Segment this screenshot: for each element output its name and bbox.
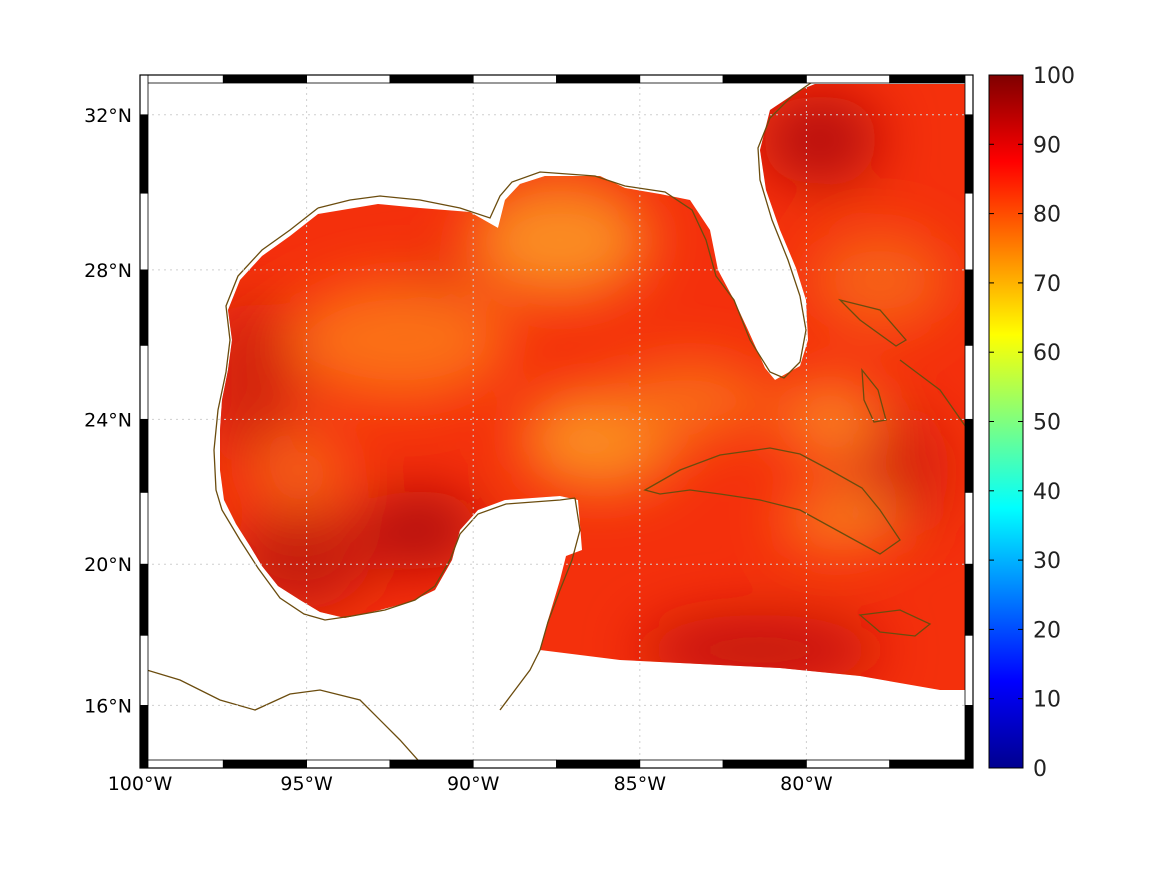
- colorbar-tick-label: 30: [1033, 549, 1061, 574]
- frame-seg-bottom: [556, 759, 641, 769]
- frame-seg-bottom: [139, 759, 224, 769]
- colorbar-tick-label: 90: [1033, 133, 1061, 158]
- longitude-tick-labels: 100°W 95°W 90°W 85°W 80°W: [108, 773, 833, 795]
- frame-seg-right: [964, 705, 974, 769]
- frame-seg-right: [964, 634, 974, 706]
- colorbar-tick-label: 100: [1033, 64, 1075, 89]
- frame-seg-left: [139, 269, 149, 346]
- lon-tick-label: 90°W: [447, 773, 500, 795]
- frame-seg-top: [389, 74, 474, 84]
- lat-tick-label: 28°N: [84, 260, 132, 282]
- lat-tick-label: 16°N: [84, 695, 132, 717]
- frame-seg-right: [964, 344, 974, 420]
- map-frame: [139, 74, 974, 769]
- frame-seg-left: [139, 192, 149, 271]
- frame-seg-bottom: [389, 759, 474, 769]
- lat-tick-label: 24°N: [84, 409, 132, 431]
- frame-seg-right: [964, 192, 974, 271]
- colorbar-tick-label: 50: [1033, 411, 1061, 436]
- frame-seg-left: [139, 491, 149, 565]
- frame-seg-bottom: [889, 759, 974, 769]
- frame-seg-left: [139, 418, 149, 493]
- frame-seg-right: [964, 418, 974, 493]
- lat-tick-label: 32°N: [84, 105, 132, 127]
- lon-tick-label: 95°W: [280, 773, 333, 795]
- frame-seg-left: [139, 74, 149, 116]
- coastlines: [140, 77, 969, 768]
- lon-tick-label: 85°W: [614, 773, 667, 795]
- frame-seg-right: [964, 491, 974, 565]
- colorbar-bar: [988, 74, 1024, 769]
- lat-tick-label: 20°N: [84, 554, 132, 576]
- latitude-tick-labels: 32°N 28°N 24°N 20°N 16°N: [84, 105, 132, 718]
- colorbar-ticks: 0 10 20 30 40 50 60 70 80 90 100: [989, 64, 1075, 782]
- frame-seg-top: [806, 74, 891, 84]
- colorbar-tick-label: 70: [1033, 272, 1061, 297]
- frame-seg-bottom: [306, 759, 391, 769]
- frame-seg-left: [139, 705, 149, 769]
- frame-outline: [139, 74, 974, 769]
- frame-seg-top: [472, 74, 557, 84]
- frame-seg-right: [964, 114, 974, 194]
- frame-seg-left: [139, 563, 149, 636]
- frame-seg-left: [139, 344, 149, 420]
- colorbar-tick-label: 80: [1033, 203, 1061, 228]
- lon-tick-label: 100°W: [108, 773, 173, 795]
- colorbar-tick-label: 10: [1033, 688, 1061, 713]
- colorbar-tick-label: 40: [1033, 480, 1061, 505]
- frame-seg-bottom: [806, 759, 891, 769]
- colorbar: 0 10 20 30 40 50 60 70 80 90 100: [988, 64, 1075, 782]
- frame-seg-top: [556, 74, 641, 84]
- frame-seg-bottom: [722, 759, 807, 769]
- colorbar-tick-label: 60: [1033, 341, 1061, 366]
- frame-seg-bottom: [222, 759, 308, 769]
- frame-seg-right: [964, 74, 974, 116]
- frame-seg-bottom: [472, 759, 557, 769]
- frame-seg-top: [306, 74, 391, 84]
- frame-seg-right: [964, 269, 974, 346]
- frame-seg-left: [139, 114, 149, 194]
- colorbar-tick-label: 0: [1033, 757, 1047, 782]
- colorbar-tick-label: 20: [1033, 618, 1061, 643]
- frame-seg-top: [639, 74, 724, 84]
- lon-tick-label: 80°W: [780, 773, 833, 795]
- frame-seg-top: [222, 74, 308, 84]
- frame-seg-left: [139, 634, 149, 706]
- frame-seg-top: [889, 74, 974, 84]
- frame-seg-right: [964, 563, 974, 636]
- frame-seg-bottom: [639, 759, 724, 769]
- frame-seg-top: [139, 74, 224, 84]
- frame-seg-top: [722, 74, 807, 84]
